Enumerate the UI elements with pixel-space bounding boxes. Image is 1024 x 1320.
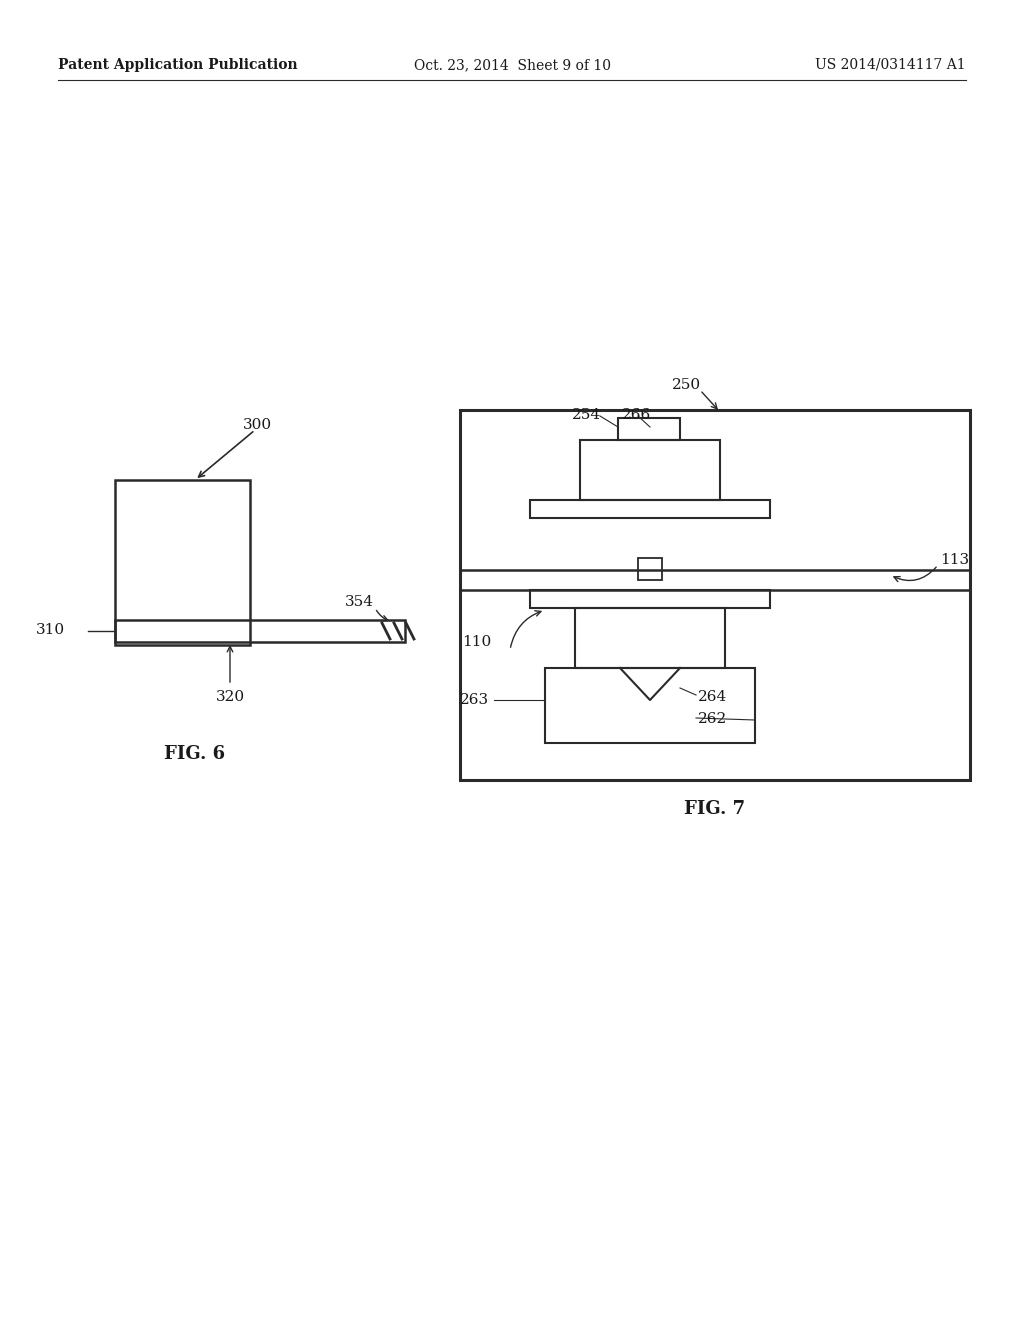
- Text: Patent Application Publication: Patent Application Publication: [58, 58, 298, 73]
- Text: 320: 320: [215, 690, 245, 704]
- Text: 266: 266: [622, 408, 651, 422]
- Bar: [115, 620, 406, 642]
- Bar: [530, 590, 770, 609]
- Bar: [618, 418, 680, 440]
- Text: 262: 262: [698, 711, 727, 726]
- Text: Oct. 23, 2014  Sheet 9 of 10: Oct. 23, 2014 Sheet 9 of 10: [414, 58, 610, 73]
- Text: 113: 113: [940, 553, 969, 568]
- Bar: [638, 558, 662, 579]
- Text: 264: 264: [698, 690, 727, 704]
- Bar: [575, 609, 725, 668]
- Bar: [580, 440, 720, 500]
- Bar: [115, 480, 250, 645]
- Bar: [530, 500, 770, 517]
- Text: 300: 300: [243, 418, 272, 432]
- Bar: [460, 411, 970, 780]
- Text: US 2014/0314117 A1: US 2014/0314117 A1: [815, 58, 966, 73]
- Text: 310: 310: [36, 623, 65, 638]
- Text: FIG. 7: FIG. 7: [684, 800, 745, 818]
- Text: 250: 250: [672, 378, 701, 392]
- Text: 263: 263: [460, 693, 489, 708]
- Text: FIG. 6: FIG. 6: [165, 744, 225, 763]
- Text: 110: 110: [462, 635, 492, 649]
- Text: 254: 254: [572, 408, 601, 422]
- Bar: [545, 668, 755, 743]
- Bar: [460, 570, 970, 590]
- Text: 354: 354: [345, 595, 374, 609]
